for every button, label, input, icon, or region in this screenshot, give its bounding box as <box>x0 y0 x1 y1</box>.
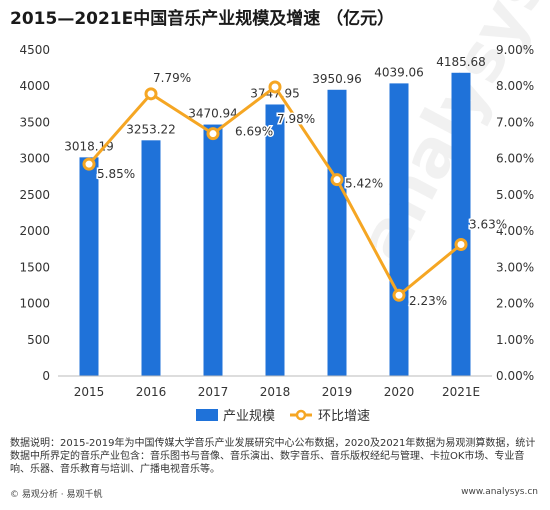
line-point <box>392 288 406 302</box>
bar-series <box>79 72 471 376</box>
bar <box>265 104 285 376</box>
right-tick-label: 7.00% <box>496 115 534 129</box>
bar <box>141 140 161 376</box>
right-tick-label: 6.00% <box>496 152 534 166</box>
right-tick-label: 2.00% <box>496 297 534 311</box>
bar <box>451 72 471 376</box>
data-note: 数据说明：2015-2019年为中国传媒大学音乐产业发展研究中心公布数据，202… <box>10 438 536 475</box>
x-tick-label: 2016 <box>136 385 167 399</box>
legend: 产业规模 环比增速 <box>196 409 370 424</box>
line-value-label: 5.42% <box>345 177 383 191</box>
x-tick-label: 2018 <box>260 385 291 399</box>
x-tick-label: 2019 <box>322 385 353 399</box>
line-value-label: 3.63% <box>469 218 507 232</box>
right-tick-label: 9.00% <box>496 43 534 57</box>
bar <box>389 83 409 376</box>
line-value-label: 6.69% <box>235 125 273 139</box>
footer-source: © 易观分析 · 易观千帆 <box>10 490 103 500</box>
line-point <box>454 238 468 252</box>
line-value-label: 2.23% <box>409 294 447 308</box>
bar-value-label: 3950.96 <box>312 72 362 86</box>
bar-value-label: 3253.22 <box>126 122 176 136</box>
right-tick-label: 1.00% <box>496 333 534 347</box>
bar-value-label: 3470.94 <box>188 107 238 121</box>
right-y-axis: 0.00% 1.00% 2.00% 3.00% 4.00% 5.00% 6.00% 7.00%… <box>496 43 534 383</box>
line-value-label: 7.79% <box>153 71 191 85</box>
legend-line-label: 环比增速 <box>318 409 370 424</box>
left-tick-label: 1000 <box>19 297 50 311</box>
left-tick-label: 3000 <box>19 152 50 166</box>
right-tick-label: 4.00% <box>496 224 534 238</box>
left-tick-label: 3500 <box>19 115 50 129</box>
bar <box>79 157 99 376</box>
left-tick-label: 4000 <box>19 79 50 93</box>
bar <box>203 124 223 376</box>
chart-title: 2015—2021E中国音乐产业规模及增速 （亿元） <box>10 9 395 29</box>
right-tick-label: 5.00% <box>496 188 534 202</box>
left-tick-label: 0 <box>42 369 50 383</box>
footer-url: www.analysys.cn <box>461 487 538 497</box>
left-tick-label: 500 <box>27 333 50 347</box>
line-point <box>268 80 282 94</box>
line-value-label: 7.98% <box>277 112 315 126</box>
x-tick-label: 2020 <box>384 385 415 399</box>
legend-bar-label: 产业规模 <box>223 409 275 424</box>
legend-bar-swatch <box>196 409 218 421</box>
line-value-label: 5.85% <box>97 167 135 181</box>
right-tick-label: 3.00% <box>496 260 534 274</box>
left-y-axis: 0 500 1000 1500 2000 2500 3000 3500 4000 4500 <box>19 43 50 383</box>
line-data-labels: 5.85% 7.79% 6.69% 7.98% 5.42% 2.23% 3.63% <box>96 69 509 309</box>
left-tick-label: 1500 <box>19 260 50 274</box>
left-tick-label: 2500 <box>19 188 50 202</box>
bar <box>327 89 347 376</box>
bar-value-label: 4185.68 <box>436 55 486 69</box>
line-point <box>82 157 96 171</box>
line-point <box>144 87 158 101</box>
chart: 0 500 1000 1500 2000 2500 3000 3500 4000 4500 0.0… <box>19 43 534 424</box>
x-tick-label: 2015 <box>74 385 105 399</box>
legend-line-marker <box>295 409 307 421</box>
x-axis: 2015 2016 2017 2018 2019 2020 2021E <box>58 375 492 399</box>
left-tick-label: 2000 <box>19 224 50 238</box>
line-series <box>82 80 468 302</box>
x-tick-label: 2021E <box>442 385 480 399</box>
line-point <box>330 173 344 187</box>
bar-value-label: 4039.06 <box>374 65 424 79</box>
right-tick-label: 8.00% <box>496 79 534 93</box>
x-tick-label: 2017 <box>198 385 229 399</box>
right-tick-label: 0.00% <box>496 369 534 383</box>
line-point <box>206 127 220 141</box>
left-tick-label: 4500 <box>19 43 50 57</box>
